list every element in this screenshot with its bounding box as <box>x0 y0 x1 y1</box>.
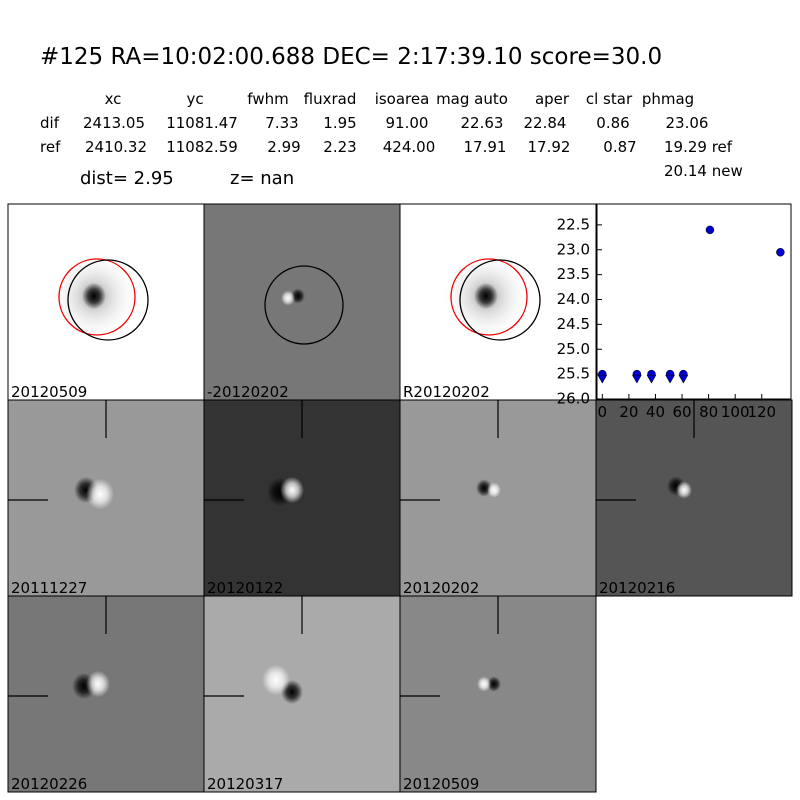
plot-area <box>596 203 792 400</box>
blob-light <box>86 670 110 698</box>
y-tick-label: 24.5 <box>557 315 590 333</box>
y-tick-label: 22.5 <box>557 215 590 233</box>
x-tick-label: 80 <box>699 403 718 421</box>
table-cell: 17.92 <box>528 138 571 156</box>
column-header: xc <box>105 90 122 108</box>
x-tick-label: 60 <box>672 403 691 421</box>
table-cell: 0.87 <box>603 138 636 156</box>
table-cell: 1.95 <box>323 114 356 132</box>
aperture <box>264 265 344 345</box>
blob-light <box>280 476 304 504</box>
table-cell: 11081.47 <box>166 114 238 132</box>
aperture <box>58 258 136 336</box>
y-tick-label: 24.0 <box>557 290 590 308</box>
table-cell: 11082.59 <box>166 138 238 156</box>
x-tick-label: 100 <box>721 403 750 421</box>
blob-dark <box>487 676 501 692</box>
y-tick-label: 23.5 <box>557 265 590 283</box>
stamp-label: 20120509 <box>11 383 87 401</box>
blob-dark <box>474 282 498 310</box>
stamp-label: 20120202 <box>403 579 479 597</box>
x-tick-label: 120 <box>747 403 776 421</box>
column-header: phmag <box>642 90 694 108</box>
table-extra: 20.14 new <box>664 162 743 180</box>
blob-light <box>477 676 491 692</box>
column-header: fluxrad <box>304 90 357 108</box>
table-cell: 22.84 <box>524 114 567 132</box>
x-tick-label: 0 <box>598 403 608 421</box>
z: z= nan <box>230 168 294 189</box>
column-header: isoarea <box>375 90 430 108</box>
y-tick-label: 25.0 <box>557 340 590 358</box>
column-header: yc <box>186 90 203 108</box>
stamp-label: 20111227 <box>11 579 87 597</box>
stamp-frame <box>595 399 793 597</box>
x-tick-label: 20 <box>619 403 638 421</box>
table-cell: 2410.32 <box>85 138 147 156</box>
aperture <box>67 259 149 341</box>
stamp-label: 20120509 <box>403 775 479 793</box>
blob-dark <box>82 282 106 310</box>
column-header: aper <box>535 90 570 108</box>
aperture <box>450 258 528 336</box>
table-cell: 424.00 <box>383 138 436 156</box>
column-header: cl star <box>586 90 633 108</box>
table-cell: 23.06 <box>666 114 709 132</box>
x-tick-label: 40 <box>646 403 665 421</box>
y-tick-label: 25.5 <box>557 365 590 383</box>
upper-limit <box>646 374 657 384</box>
stamp-label: 20120216 <box>599 579 675 597</box>
table-cell: 22.63 <box>461 114 504 132</box>
blob-light <box>86 478 114 510</box>
table-cell: 91.00 <box>386 114 429 132</box>
point <box>776 248 785 257</box>
upper-limit <box>631 374 642 384</box>
row-label: ref <box>40 138 61 156</box>
stamp-label: 20120226 <box>11 775 87 793</box>
upper-limit <box>597 374 608 384</box>
stamp-label: 20120122 <box>207 579 283 597</box>
table-cell: 17.91 <box>464 138 507 156</box>
y-tick-label: 23.0 <box>557 240 590 258</box>
table-cell: 19.29 ref <box>664 138 733 156</box>
blob-light <box>281 290 295 306</box>
table-cell: 0.86 <box>596 114 629 132</box>
blob-light <box>262 664 290 696</box>
column-header: mag auto <box>436 90 508 108</box>
table-cell: 2.23 <box>323 138 356 156</box>
stamp-frame <box>399 595 597 793</box>
dist: dist= 2.95 <box>80 168 174 189</box>
table-cell: 2.99 <box>267 138 300 156</box>
blob-light <box>676 481 692 499</box>
y-tick-label: 26.0 <box>557 390 590 408</box>
stamp-label: 20120317 <box>207 775 283 793</box>
stamp-label: R20120202 <box>403 383 490 401</box>
upper-limit <box>665 374 676 384</box>
row-label: dif <box>40 114 60 132</box>
upper-limit <box>678 374 689 384</box>
blob-light <box>487 482 501 498</box>
table-cell: 7.33 <box>265 114 298 132</box>
aperture <box>459 259 541 341</box>
point <box>705 225 715 235</box>
stamp-label: -20120202 <box>207 383 289 401</box>
column-header: fwhm <box>247 90 288 108</box>
title: #125 RA=10:02:00.688 DEC= 2:17:39.10 sco… <box>40 44 662 70</box>
table-cell: 2413.05 <box>83 114 145 132</box>
